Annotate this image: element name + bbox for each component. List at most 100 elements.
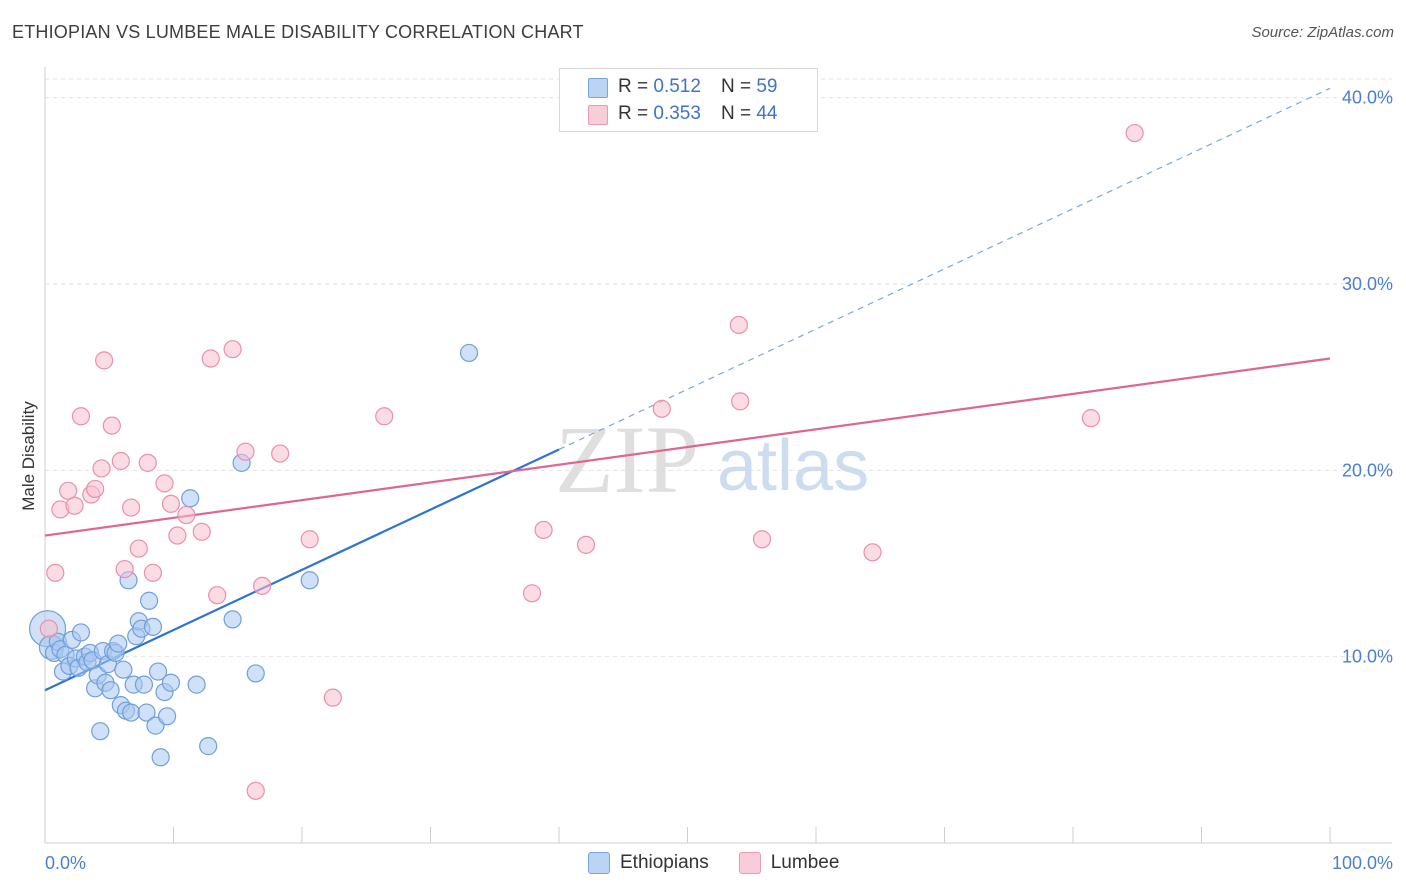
ethiopians-point [151,748,170,767]
legend-r-value: 0.512 [653,76,701,97]
lumbee-point [102,416,121,435]
lumbee-point [246,781,265,800]
series-label-lumbee: Lumbee [770,852,840,873]
ethiopians-point [459,343,479,363]
ethiopians-trend-extension [558,87,1331,450]
series-legend: Ethiopians Lumbee [588,852,869,874]
trend-lines [44,87,1331,692]
lumbee-point [143,563,163,582]
ethiopians-point [91,722,110,741]
ethiopians-point [71,623,91,642]
lumbee-point [576,535,596,554]
lumbee-point [652,399,671,418]
series-legend-lumbee: Lumbee [738,852,840,874]
lumbee-point [729,315,749,335]
legend-r-label: R = [618,76,649,97]
lumbee-point [752,530,772,549]
x-tick-label: 100.0% [1332,853,1393,873]
lumbee-point [522,584,542,603]
ethiopians-point [143,617,163,636]
lumbee-trend-line [44,357,1331,537]
lumbee-point [111,451,130,471]
source-label: Source: ZipAtlas.com [1251,24,1394,41]
legend-row-lumbee: R = 0.353 N = 44 [618,102,777,126]
lumbee-point [138,453,157,472]
y-tick-label: 40.0% [1342,88,1393,108]
ethiopians-point [148,662,168,681]
y-axis-label: Male Disability [19,401,38,511]
ethiopians-point [187,675,206,694]
series-swatch-lumbee [738,852,761,874]
legend-r-label: R = [618,103,649,124]
ethiopians-point [101,681,120,700]
ethiopians-point [181,489,200,508]
ethiopians-point [223,610,242,629]
lumbee-point [253,576,272,595]
lumbee-point [71,407,91,426]
lumbee-point [236,442,255,461]
ethiopians-trend-line [44,448,560,692]
legend-swatch-ethiopians [588,78,608,98]
legend-n-label: N = [720,103,752,124]
ethiopians-point [137,703,156,722]
axes [44,67,1392,844]
legend-r-value: 0.353 [653,103,701,124]
lumbee-point [271,444,290,463]
lumbee-point [65,496,84,515]
series-legend-ethiopians: Ethiopians [588,852,709,874]
ethiopians-point [246,664,265,683]
lumbee-point [177,505,196,525]
ethiopians-points [28,343,479,767]
lumbee-point [323,688,342,707]
legend: R = 0.512 N = 59 R = 0.353 N = 44 [559,68,818,132]
lumbee-point [192,522,211,541]
grid-lines [45,78,1392,658]
tick-labels: 10.0% 20.0% 30.0% 40.0% 0.0% 100.0% [45,88,1393,873]
lumbee-point [115,559,134,579]
lumbee-point [863,543,882,562]
chart-title: ETHIOPIAN VS LUMBEE MALE DISABILITY CORR… [12,22,584,42]
lumbee-point [129,539,148,558]
ethiopians-point [199,737,218,756]
legend-n-value: 59 [756,76,778,97]
lumbee-points [39,123,1144,800]
legend-swatch-lumbee [588,105,608,125]
y-tick-label: 30.0% [1342,274,1393,294]
ethiopians-point [114,660,133,679]
lumbee-point [223,340,242,359]
ethiopians-point [109,634,128,653]
lumbee-point [155,474,174,493]
ethiopians-point [139,591,159,610]
lumbee-point [121,498,141,517]
lumbee-point [95,351,114,370]
watermark-atlas: atlas [717,426,869,506]
watermark-zip: ZIP [555,406,699,513]
lumbee-point [1081,409,1101,428]
lumbee-point [92,459,111,478]
ethiopians-point [157,707,177,726]
lumbee-point [300,530,319,549]
legend-row-ethiopians: R = 0.512 N = 59 [618,75,777,99]
lumbee-point [39,619,58,638]
y-tick-label: 10.0% [1342,647,1393,667]
lumbee-point [168,526,187,545]
lumbee-point [201,349,220,368]
ethiopians-point [300,571,319,590]
lumbee-point [161,494,181,513]
y-tick-label: 20.0% [1342,460,1393,480]
legend-n-label: N = [720,76,752,97]
series-label-ethiopians: Ethiopians [620,852,709,873]
lumbee-point [86,479,105,499]
lumbee-point [534,520,553,540]
x-tick-label: 0.0% [45,853,86,873]
legend-n-value: 44 [756,103,778,124]
ethiopians-point [134,675,154,694]
ethiopians-point [161,673,181,692]
series-swatch-ethiopians [588,852,610,874]
lumbee-point [46,563,65,582]
lumbee-point [731,392,750,411]
lumbee-point [375,407,394,426]
lumbee-point [208,586,227,605]
watermark: ZIP atlas [555,406,869,513]
